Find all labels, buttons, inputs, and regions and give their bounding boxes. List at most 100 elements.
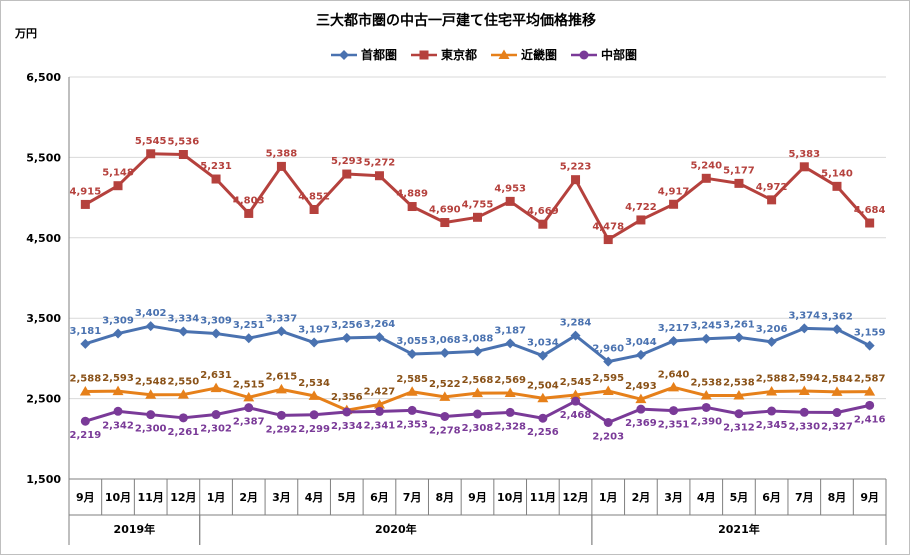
data-label: 2,515 [233, 379, 265, 390]
data-label: 3,251 [233, 320, 265, 331]
data-point [603, 235, 613, 245]
data-label: 4,889 [396, 189, 428, 200]
data-point [733, 390, 745, 400]
legend-label: 近畿圏 [521, 47, 557, 62]
data-label: 2,595 [592, 373, 624, 384]
data-label: 2,548 [135, 377, 167, 388]
legend-entry: 中部圏 [571, 47, 637, 62]
data-label: 4,917 [658, 186, 690, 197]
data-point [113, 181, 123, 191]
data-point [341, 332, 352, 343]
data-point [668, 335, 679, 346]
data-label: 3,187 [494, 325, 526, 336]
y-tick-label: 3,500 [26, 312, 61, 325]
data-label: 2,387 [233, 417, 265, 428]
data-point [602, 385, 614, 395]
data-label: 2,587 [854, 374, 886, 385]
data-label: 3,309 [102, 316, 134, 327]
data-point [635, 349, 646, 360]
data-point [668, 381, 680, 392]
data-point [505, 338, 516, 349]
data-label: 2,351 [658, 420, 690, 431]
data-label: 2,545 [560, 377, 592, 388]
data-label: 3,256 [331, 320, 363, 331]
data-point [832, 181, 842, 191]
data-label: 2,584 [821, 374, 853, 385]
data-label: 3,217 [658, 323, 690, 334]
data-label: 2,300 [135, 424, 167, 435]
x-tick-label: 2月 [239, 491, 258, 504]
data-point [146, 410, 156, 420]
x-tick-label: 6月 [762, 491, 781, 504]
data-label: 2,427 [364, 386, 396, 397]
data-label: 4,852 [298, 191, 330, 202]
x-tick-label: 12月 [170, 491, 196, 504]
legend-marker [339, 50, 349, 60]
data-point [701, 173, 711, 183]
legend-entry: 東京都 [411, 47, 477, 62]
data-label: 4,953 [494, 183, 526, 194]
data-point [146, 149, 156, 159]
x-tick-label: 3月 [272, 491, 291, 504]
x-tick-label: 12月 [562, 491, 588, 504]
y-tick-label: 5,500 [26, 151, 61, 164]
data-label: 2,327 [821, 422, 853, 433]
legend: 首都圏 東京都 近畿圏 中部圏 [331, 47, 637, 62]
data-point [799, 162, 809, 172]
data-label: 3,044 [625, 337, 657, 348]
data-point [406, 386, 418, 396]
data-point [243, 391, 255, 402]
data-point [505, 196, 515, 206]
data-label: 4,684 [854, 205, 886, 216]
data-label: 2,328 [494, 421, 526, 432]
chart-title: 三大都市圏の中古一戸建て住宅平均価格推移 [316, 12, 596, 29]
x-tick-label: 2月 [632, 491, 651, 504]
data-label: 5,536 [168, 137, 200, 148]
x-tick-label: 6月 [370, 491, 389, 504]
data-point [440, 411, 450, 421]
data-point [112, 385, 124, 396]
data-point [243, 333, 254, 344]
data-point [636, 215, 646, 225]
data-point [767, 406, 777, 416]
data-label: 4,690 [429, 205, 461, 216]
data-label: 5,293 [331, 156, 363, 167]
data-point [439, 391, 451, 401]
data-label: 2,302 [200, 424, 232, 435]
data-label: 2,550 [168, 377, 200, 388]
data-point [80, 416, 90, 426]
y-axis: 1,500 2,500 3,500 4,500 5,500 6,500 [26, 71, 70, 486]
data-point [178, 413, 188, 423]
data-point [799, 323, 810, 334]
legend-entry: 首都圏 [331, 47, 397, 62]
data-label: 5,223 [560, 162, 592, 173]
data-point [799, 407, 809, 417]
data-label: 2,588 [70, 374, 102, 385]
legend-marker [419, 50, 429, 60]
year-label: 2019年 [114, 522, 156, 536]
data-point [538, 219, 548, 229]
data-label: 2,203 [592, 431, 624, 442]
data-point [309, 410, 319, 420]
y-axis-unit: 万円 [14, 27, 37, 40]
x-tick-label: 11月 [530, 491, 556, 504]
data-label: 4,972 [756, 182, 788, 193]
data-point [733, 332, 744, 343]
data-point [178, 150, 188, 160]
legend-marker [579, 50, 589, 60]
data-point [538, 413, 548, 423]
data-label: 4,669 [527, 206, 559, 217]
data-label: 3,159 [854, 328, 886, 339]
data-label: 3,337 [266, 313, 298, 324]
data-label: 5,231 [200, 161, 232, 172]
data-label: 2,342 [102, 420, 134, 431]
data-label: 3,374 [788, 310, 820, 321]
y-tick-label: 2,500 [26, 393, 61, 406]
data-label: 3,362 [821, 311, 853, 322]
data-point [113, 406, 123, 416]
y-tick-label: 1,500 [26, 473, 61, 486]
data-label: 3,309 [200, 316, 232, 327]
x-tick-label: 7月 [403, 491, 422, 504]
data-point [669, 199, 679, 209]
data-point [373, 398, 385, 409]
